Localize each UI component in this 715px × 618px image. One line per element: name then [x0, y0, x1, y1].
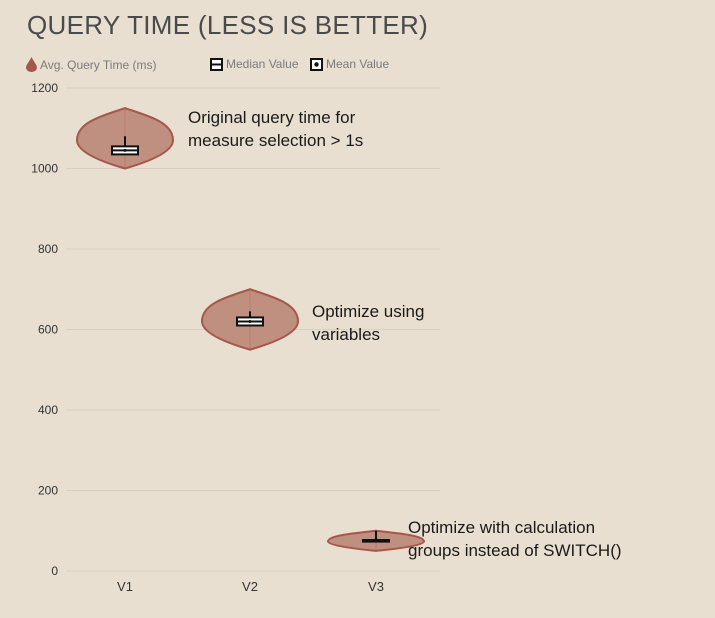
x-tick-label-v2: V2: [242, 579, 258, 594]
annotation-v2-line-2: variables: [312, 325, 381, 344]
y-tick-label-800: 800: [38, 242, 58, 256]
y-tick-label-600: 600: [38, 323, 58, 337]
annotation-v3-line-1: Optimize with calculation: [408, 518, 596, 537]
legend-median-label: Median Value: [226, 57, 299, 71]
legend-series: Avg. Query Time (ms): [26, 57, 156, 72]
legend-mean-label: Mean Value: [326, 57, 390, 71]
y-tick-label-1000: 1000: [31, 162, 58, 176]
annotation-v3-line-2: groups instead of SWITCH(): [408, 541, 622, 560]
mean-dot-icon: [310, 57, 323, 71]
annotation-v1-line-1: Original query time for: [188, 108, 356, 127]
annotation-v1-line-2: measure selection > 1s: [188, 131, 364, 150]
legend-series-label: Avg. Query Time (ms): [40, 57, 157, 72]
violin-drop-icon: [26, 57, 37, 72]
annotation-v3: Optimize with calculation groups instead…: [408, 516, 622, 562]
y-tick-label-200: 200: [38, 484, 58, 498]
mean-dot-v3: [374, 539, 378, 543]
y-tick-label-1200: 1200: [31, 81, 58, 95]
median-box-icon: [210, 57, 223, 71]
legend-mean: Mean Value: [310, 57, 389, 71]
mean-dot-v1: [123, 148, 127, 152]
mean-dot-v2: [248, 319, 252, 323]
y-tick-label-0: 0: [51, 564, 58, 578]
chart-title: QUERY TIME (LESS IS BETTER): [27, 10, 429, 40]
y-tick-label-400: 400: [38, 403, 58, 417]
annotation-v2: Optimize using variables: [312, 300, 424, 346]
legend-median: Median Value: [210, 57, 299, 71]
annotation-v1: Original query time for measure selectio…: [188, 106, 363, 152]
x-tick-label-v1: V1: [117, 579, 133, 594]
x-tick-label-v3: V3: [368, 579, 384, 594]
annotation-v2-line-1: Optimize using: [312, 302, 425, 321]
